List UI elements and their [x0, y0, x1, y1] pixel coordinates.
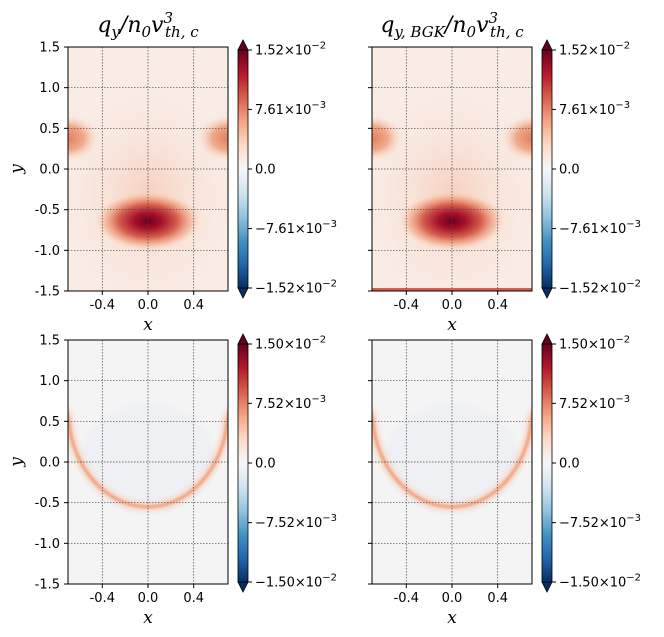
colorbar-gradient — [541, 49, 553, 289]
y-tick-label: -0.5 — [35, 203, 60, 218]
x-tick-label: 0.0 — [442, 298, 463, 313]
colorbar: 1.52×10−2 7.61×10−3 0.0 −7.61×10−3 −1.52×10−… — [237, 39, 337, 299]
colorbar-tick-label: −1.50×10−2 — [559, 573, 641, 591]
arc-line — [68, 411, 228, 509]
left-lobe — [68, 114, 100, 163]
x-tick-label: 0.0 — [138, 591, 159, 606]
colorbar-tick-label: 7.61×10−3 — [255, 100, 326, 118]
y-axis-label: y — [7, 164, 27, 175]
x-axis-label: x — [143, 608, 153, 628]
colorbar-tick-label: 1.50×10−2 — [255, 335, 326, 353]
right-lobe — [196, 114, 228, 163]
grid — [68, 47, 228, 291]
y-tick-label: -1.5 — [35, 285, 60, 300]
y-tick-label: 1.5 — [39, 334, 60, 349]
colorbar-extend-max — [237, 39, 249, 51]
colorbar-gradient — [541, 343, 553, 583]
colorbar-tick-label: −1.52×10−2 — [559, 279, 641, 297]
y-tick-label: 0.5 — [39, 415, 60, 430]
colorbar-extend-min — [237, 287, 249, 299]
y-tick-label: 1.0 — [39, 374, 60, 389]
colorbar-gradient — [237, 49, 249, 289]
y-tick-label: -1.0 — [35, 244, 60, 259]
x-axis-label: x — [143, 315, 153, 335]
colorbar-tick-label: 0.0 — [559, 163, 580, 178]
panel-3: -0.4 0.0 0.4 1.5 1.0 0.5 0.0 -0.5 -1.0 -1.5 x y 1.50… — [7, 333, 337, 628]
colorbar-tick-label: 7.61×10−3 — [559, 100, 630, 118]
x-tick-label: -0.4 — [90, 298, 115, 313]
x-tick-label: 0.0 — [138, 298, 159, 313]
bottom-edge-line — [372, 288, 532, 291]
colorbar-tick-label: −7.61×10−3 — [559, 219, 641, 237]
colorbar-tick-label: −1.52×10−2 — [255, 279, 337, 297]
y-tick-label: -1.5 — [35, 578, 60, 593]
x-tick-label: -0.4 — [90, 591, 115, 606]
grid — [372, 340, 532, 584]
y-tick-label: 0.0 — [39, 456, 60, 471]
colorbar-tick-label: 0.0 — [255, 457, 276, 472]
x-tick-label: 0.0 — [442, 591, 463, 606]
colorbar-tick-label: −7.52×10−3 — [559, 513, 641, 531]
colorbar: 1.50×10−2 7.52×10−3 0.0 −7.52×10−3 −1.50×10−… — [237, 333, 337, 593]
colorbar-tick-label: 7.52×10−3 — [255, 394, 326, 412]
colorbar-tick-label: −1.50×10−2 — [255, 573, 337, 591]
y-tick-label: -0.5 — [35, 496, 60, 511]
colorbar: 1.52×10−2 7.61×10−3 0.0 −7.61×10−3 −1.52×10−… — [541, 39, 641, 299]
colorbar-extend-max — [541, 333, 553, 345]
x-axis-label: x — [447, 608, 457, 628]
colorbar-tick-label: 1.52×10−2 — [255, 41, 326, 59]
chart-title: qy/n0v3 th, c — [97, 9, 199, 41]
grid — [68, 340, 228, 584]
colorbar-extend-min — [541, 581, 553, 593]
colorbar-gradient — [237, 343, 249, 583]
chart-title: qy, BGK/n0v3 th, c — [380, 9, 524, 41]
left-lobe — [372, 114, 404, 163]
x-tick-label: -0.4 — [394, 591, 419, 606]
y-tick-label: 1.0 — [39, 81, 60, 96]
panel-4: -0.4 0.0 0.4 x 1.50×10−2 7.52×10−3 0.0 −7.52×10… — [368, 333, 641, 628]
colorbar: 1.50×10−2 7.52×10−3 0.0 −7.52×10−3 −1.50×10−… — [541, 333, 641, 593]
y-tick-label: 1.5 — [39, 41, 60, 56]
colorbar-tick-label: −7.52×10−3 — [255, 513, 337, 531]
right-lobe — [500, 114, 532, 163]
x-tick-label: 0.4 — [183, 298, 204, 313]
y-tick-label: -1.0 — [35, 537, 60, 552]
y-axis-label: y — [7, 457, 27, 468]
x-axis-label: x — [447, 315, 457, 335]
colorbar-tick-label: 1.52×10−2 — [559, 41, 630, 59]
y-tick-label: 0.5 — [39, 122, 60, 137]
panel-2: -0.4 0.0 0.4 x qy, BGK/n0v3 th, c 1.52×10−2 7.6… — [368, 9, 641, 335]
colorbar-tick-label: 0.0 — [559, 457, 580, 472]
grid — [372, 47, 532, 291]
colorbar-extend-max — [237, 333, 249, 345]
colorbar-tick-label: −7.61×10−3 — [255, 219, 337, 237]
x-tick-label: 0.4 — [487, 298, 508, 313]
colorbar-extend-min — [237, 581, 249, 593]
colorbar-tick-label: 1.50×10−2 — [559, 335, 630, 353]
colorbar-tick-label: 7.52×10−3 — [559, 394, 630, 412]
x-tick-label: 0.4 — [183, 591, 204, 606]
x-tick-label: 0.4 — [487, 591, 508, 606]
colorbar-extend-max — [541, 39, 553, 51]
colorbar-tick-label: 0.0 — [255, 163, 276, 178]
x-tick-label: -0.4 — [394, 298, 419, 313]
arc-line — [372, 411, 532, 509]
panel-1: -0.4 0.0 0.4 1.5 1.0 0.5 0.0 -0.5 -1.0 -1.5 x y qy/n… — [7, 9, 337, 335]
y-tick-label: 0.0 — [39, 163, 60, 178]
colorbar-extend-min — [541, 287, 553, 299]
